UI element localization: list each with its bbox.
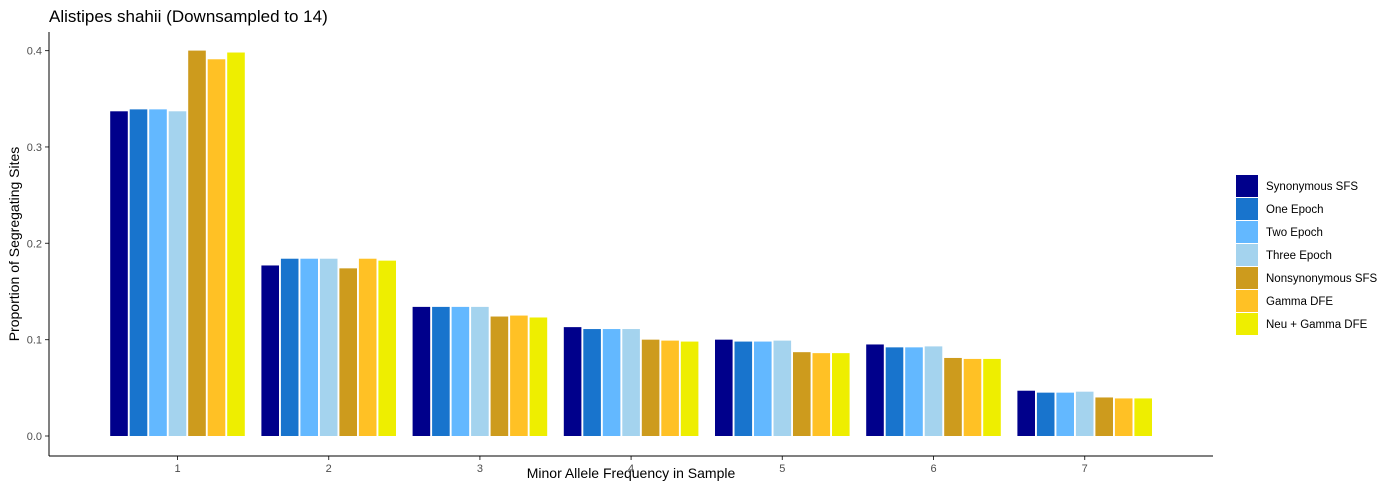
bar	[754, 341, 772, 436]
bar	[510, 315, 528, 436]
bar	[680, 341, 699, 436]
bar	[661, 340, 679, 436]
bar	[885, 347, 904, 436]
bar	[378, 260, 396, 436]
bar	[129, 109, 148, 436]
bar	[963, 358, 982, 436]
bar	[1095, 397, 1113, 436]
legend-label: Gamma DFE	[1266, 296, 1333, 308]
bar	[622, 329, 640, 436]
legend-key	[1236, 198, 1258, 220]
legend-key	[1236, 244, 1258, 266]
bar	[812, 353, 831, 436]
bar	[715, 339, 733, 436]
bar	[432, 306, 450, 436]
bar	[227, 52, 245, 436]
x-tick-label: 5	[779, 463, 785, 475]
bar	[319, 258, 338, 436]
bar	[832, 353, 850, 436]
bar	[563, 327, 582, 436]
y-tick-label: 0.3	[27, 142, 42, 154]
bar	[168, 111, 187, 436]
x-axis-title: Minor Allele Frequency in Sample	[527, 465, 736, 481]
bar	[471, 306, 489, 436]
bar	[793, 352, 811, 436]
bar	[412, 306, 431, 436]
bar	[188, 50, 206, 436]
x-tick-label: 6	[930, 463, 936, 475]
bar	[583, 329, 601, 436]
bar	[924, 346, 943, 436]
bar	[110, 111, 128, 436]
y-tick-label: 0.0	[27, 431, 42, 443]
y-tick-label: 0.2	[27, 238, 42, 250]
legend-key	[1236, 267, 1258, 289]
x-tick-label: 4	[628, 463, 634, 475]
x-tick-label: 1	[174, 463, 180, 475]
bar	[207, 59, 226, 437]
bar	[1017, 390, 1035, 436]
legend-key	[1236, 175, 1258, 197]
bar	[339, 268, 357, 436]
bar	[641, 339, 660, 436]
y-tick-label: 0.4	[27, 46, 42, 58]
x-tick-label: 2	[326, 463, 332, 475]
legend-label: Three Epoch	[1266, 250, 1332, 262]
y-tick-label: 0.1	[27, 335, 42, 347]
bar	[866, 344, 884, 436]
bar	[261, 265, 279, 436]
bar	[983, 358, 1001, 436]
legend-label: One Epoch	[1266, 204, 1324, 216]
bar	[944, 357, 962, 436]
legend: Synonymous SFS One Epoch Two Epoch Three Ep…	[1236, 175, 1378, 335]
legend-label: Synonymous SFS	[1266, 181, 1358, 193]
bar	[602, 329, 621, 436]
bar	[1114, 398, 1133, 436]
chart-title: Alistipes shahii (Downsampled to 14)	[49, 7, 328, 26]
x-tick-label: 3	[477, 463, 483, 475]
legend-label: Two Epoch	[1266, 227, 1323, 239]
bar	[280, 258, 299, 436]
bar	[529, 317, 548, 436]
bar	[1075, 391, 1094, 436]
bar	[905, 347, 923, 436]
legend-key	[1236, 313, 1258, 335]
bar	[490, 316, 509, 436]
bar	[451, 306, 470, 436]
x-tick-label: 7	[1082, 463, 1088, 475]
bar	[1056, 392, 1074, 436]
legend-key	[1236, 290, 1258, 312]
bar	[773, 340, 792, 436]
legend-label: Nonsynonymous SFS	[1266, 273, 1378, 285]
plot-area: 0.0 0.1 0.2 0.3 0.4 1 2 3 4 5 6 7	[27, 46, 1152, 475]
bar	[1134, 398, 1152, 436]
y-axis-title: Proportion of Segregating Sites	[6, 147, 22, 342]
bar	[358, 258, 377, 436]
bar	[149, 109, 167, 436]
bar	[1036, 392, 1055, 436]
bar	[300, 258, 318, 436]
legend-label: Neu + Gamma DFE	[1266, 319, 1368, 331]
legend-key	[1236, 221, 1258, 243]
bar	[734, 341, 753, 436]
